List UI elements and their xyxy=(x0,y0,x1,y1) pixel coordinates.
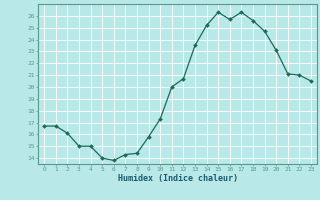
X-axis label: Humidex (Indice chaleur): Humidex (Indice chaleur) xyxy=(118,174,238,183)
